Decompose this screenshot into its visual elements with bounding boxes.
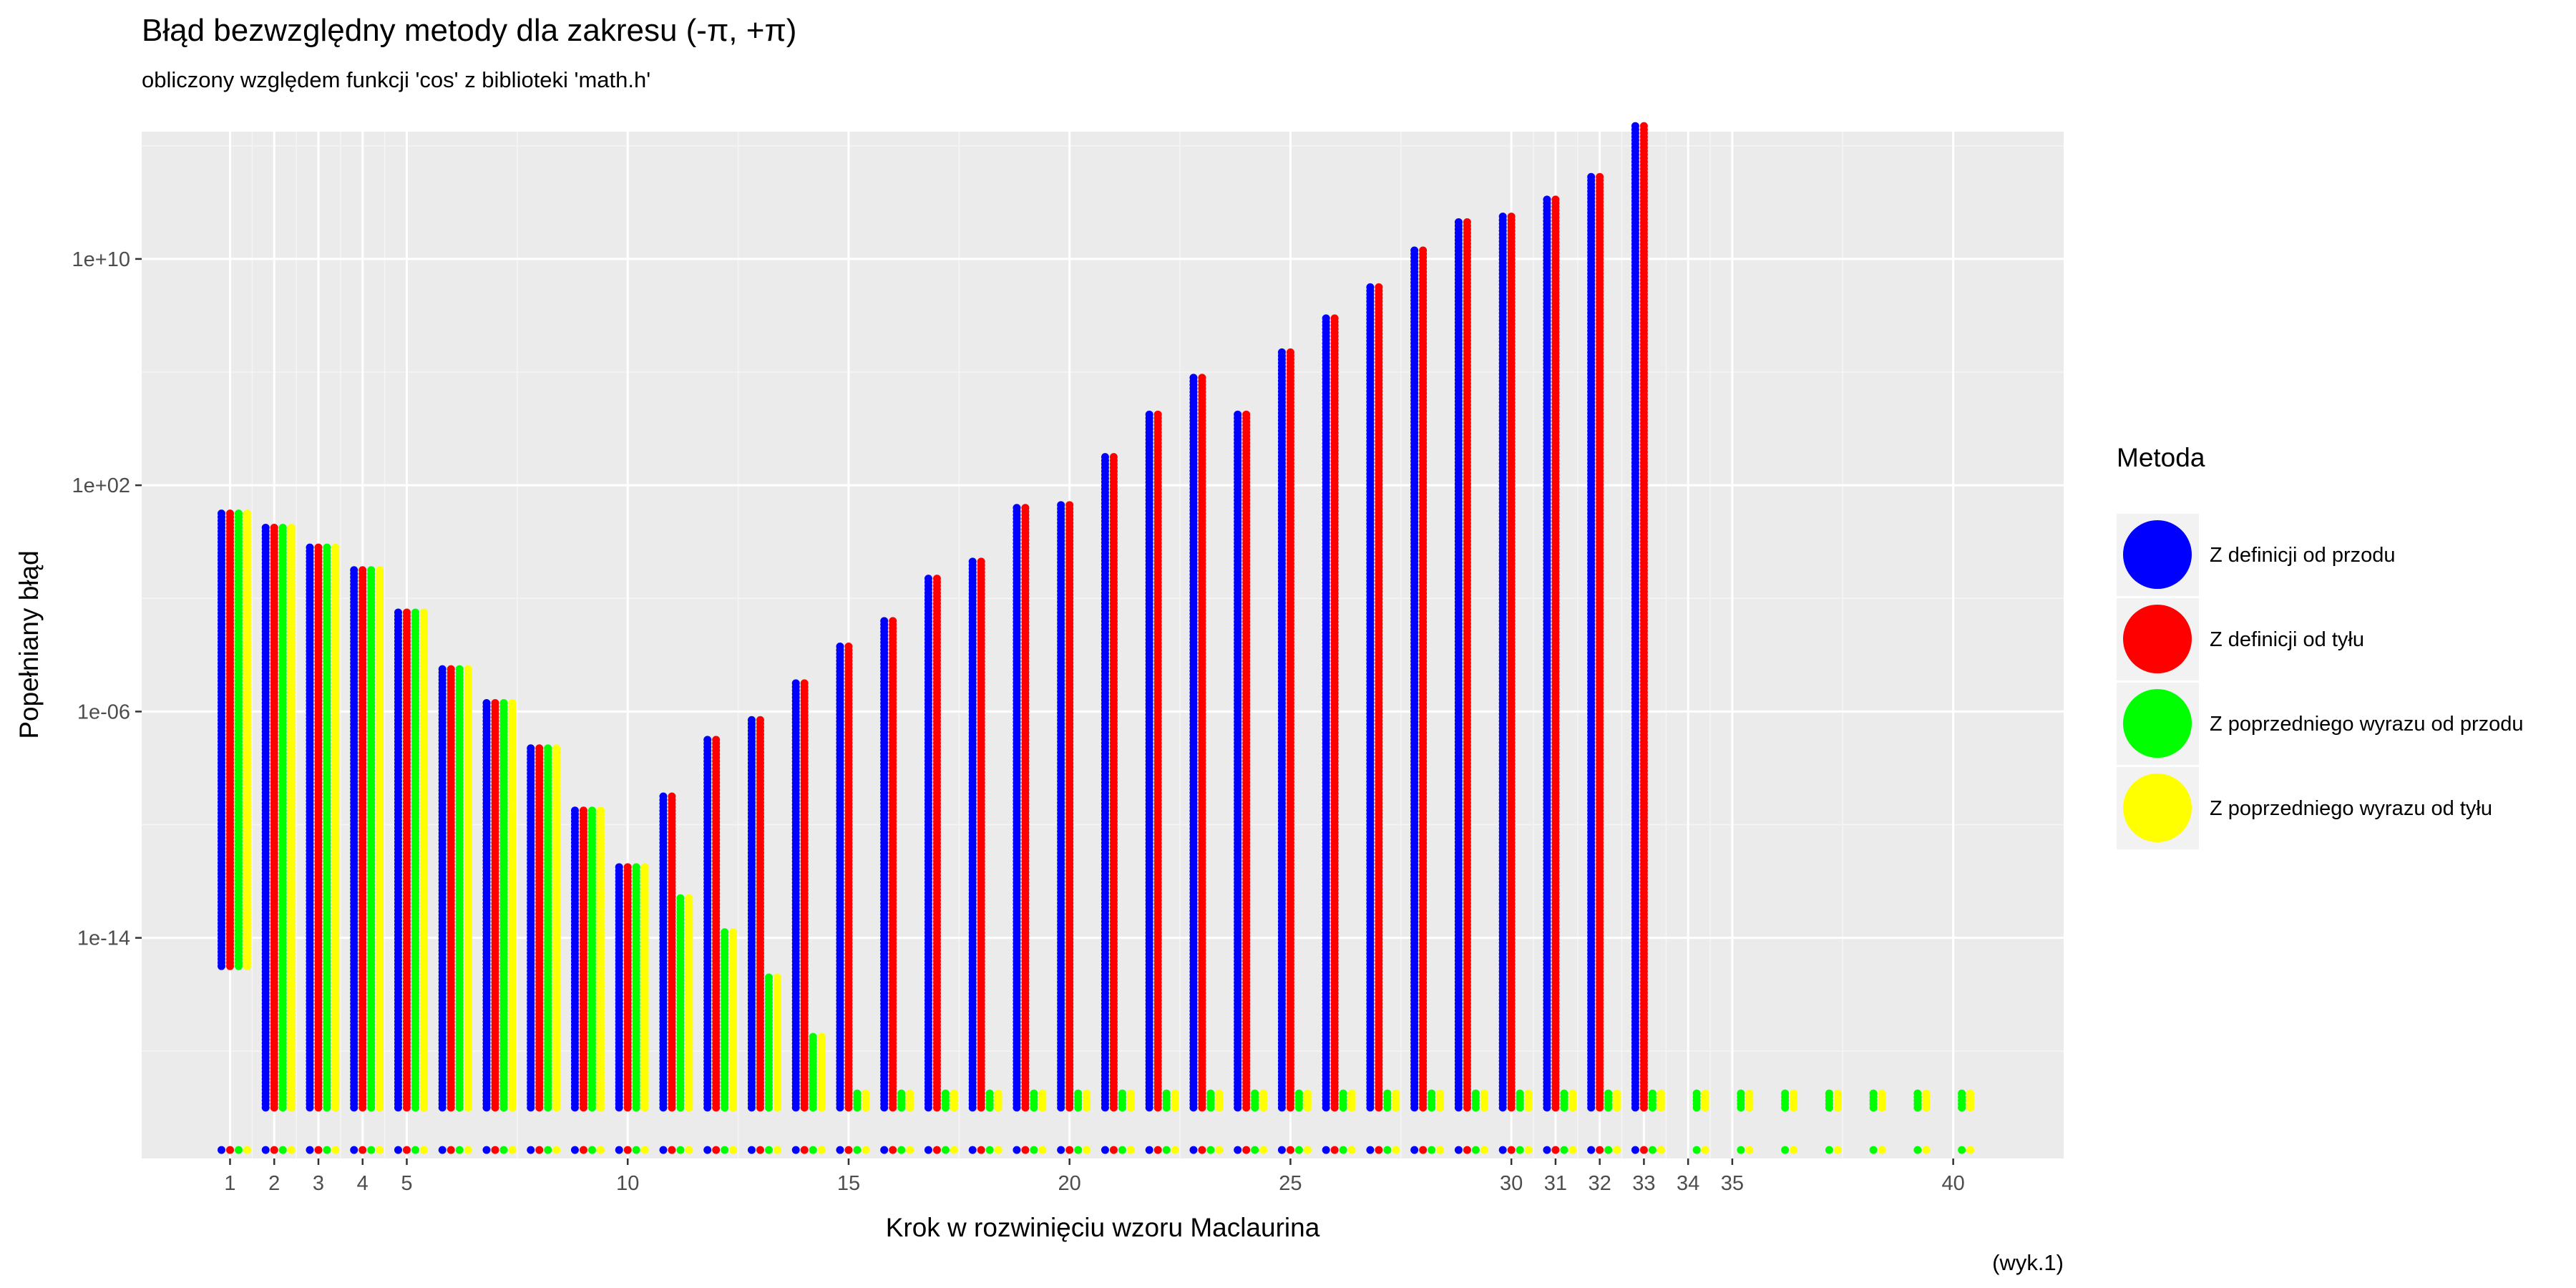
data-point bbox=[482, 1103, 491, 1112]
data-point bbox=[924, 1146, 932, 1154]
data-point bbox=[1410, 1103, 1419, 1112]
data-point bbox=[350, 1146, 358, 1154]
data-point bbox=[1498, 1146, 1507, 1154]
data-point bbox=[1498, 1103, 1507, 1112]
data-point bbox=[1189, 1103, 1198, 1112]
data-point bbox=[527, 1146, 535, 1154]
data-point bbox=[1189, 1146, 1198, 1154]
data-point bbox=[836, 1146, 844, 1154]
data-point bbox=[1454, 1146, 1463, 1154]
data-point bbox=[880, 1103, 889, 1112]
data-point bbox=[1277, 1103, 1286, 1112]
data-point bbox=[659, 1103, 668, 1112]
data-point bbox=[438, 1103, 447, 1112]
data-point bbox=[1057, 1103, 1065, 1112]
data-point bbox=[261, 1146, 270, 1154]
data-point bbox=[394, 1103, 402, 1112]
data-point bbox=[1234, 1103, 1242, 1112]
data-point bbox=[438, 1146, 447, 1154]
data-point bbox=[1366, 1146, 1375, 1154]
data-point bbox=[1145, 1103, 1153, 1112]
data-point bbox=[1410, 1146, 1419, 1154]
data-point bbox=[482, 1146, 491, 1154]
data-point bbox=[703, 1146, 712, 1154]
series-1 bbox=[217, 122, 1639, 1154]
data-point bbox=[880, 1146, 889, 1154]
data-point bbox=[968, 1146, 977, 1154]
data-point bbox=[1322, 1103, 1330, 1112]
data-point bbox=[659, 1146, 668, 1154]
data-point bbox=[350, 1103, 358, 1112]
data-point bbox=[1013, 1146, 1021, 1154]
data-point bbox=[570, 1103, 579, 1112]
data-point bbox=[1277, 1146, 1286, 1154]
data-point bbox=[1057, 1146, 1065, 1154]
data-point bbox=[1101, 1146, 1109, 1154]
data-point bbox=[791, 1103, 800, 1112]
data-point bbox=[217, 962, 225, 970]
data-point bbox=[703, 1103, 712, 1112]
data-point bbox=[1366, 1103, 1375, 1112]
data-point bbox=[615, 1146, 623, 1154]
data-point bbox=[924, 1103, 932, 1112]
data-point bbox=[615, 1103, 623, 1112]
data-point bbox=[527, 1103, 535, 1112]
data-point bbox=[791, 1146, 800, 1154]
data-point bbox=[261, 1103, 270, 1112]
data-point bbox=[1101, 1103, 1109, 1112]
data-point bbox=[306, 1146, 314, 1154]
data-point bbox=[1454, 1103, 1463, 1112]
chart-title: Błąd bezwzględny metody dla zakresu (-π,… bbox=[142, 13, 796, 48]
data-point bbox=[747, 1146, 756, 1154]
data-point bbox=[968, 1103, 977, 1112]
data-point bbox=[394, 1146, 402, 1154]
data-point bbox=[1145, 1146, 1153, 1154]
data-point bbox=[570, 1146, 579, 1154]
grid-minor bbox=[142, 132, 2064, 1158]
chart-subtitle: obliczony względem funkcji 'cos' z bibli… bbox=[142, 67, 650, 92]
data-point bbox=[1013, 1103, 1021, 1112]
data-point bbox=[306, 1103, 314, 1112]
data-points bbox=[217, 122, 1975, 1154]
data-point bbox=[217, 1146, 225, 1154]
data-point bbox=[1234, 1146, 1242, 1154]
data-point bbox=[747, 1103, 756, 1112]
data-point bbox=[1322, 1146, 1330, 1154]
data-point bbox=[836, 1103, 844, 1112]
